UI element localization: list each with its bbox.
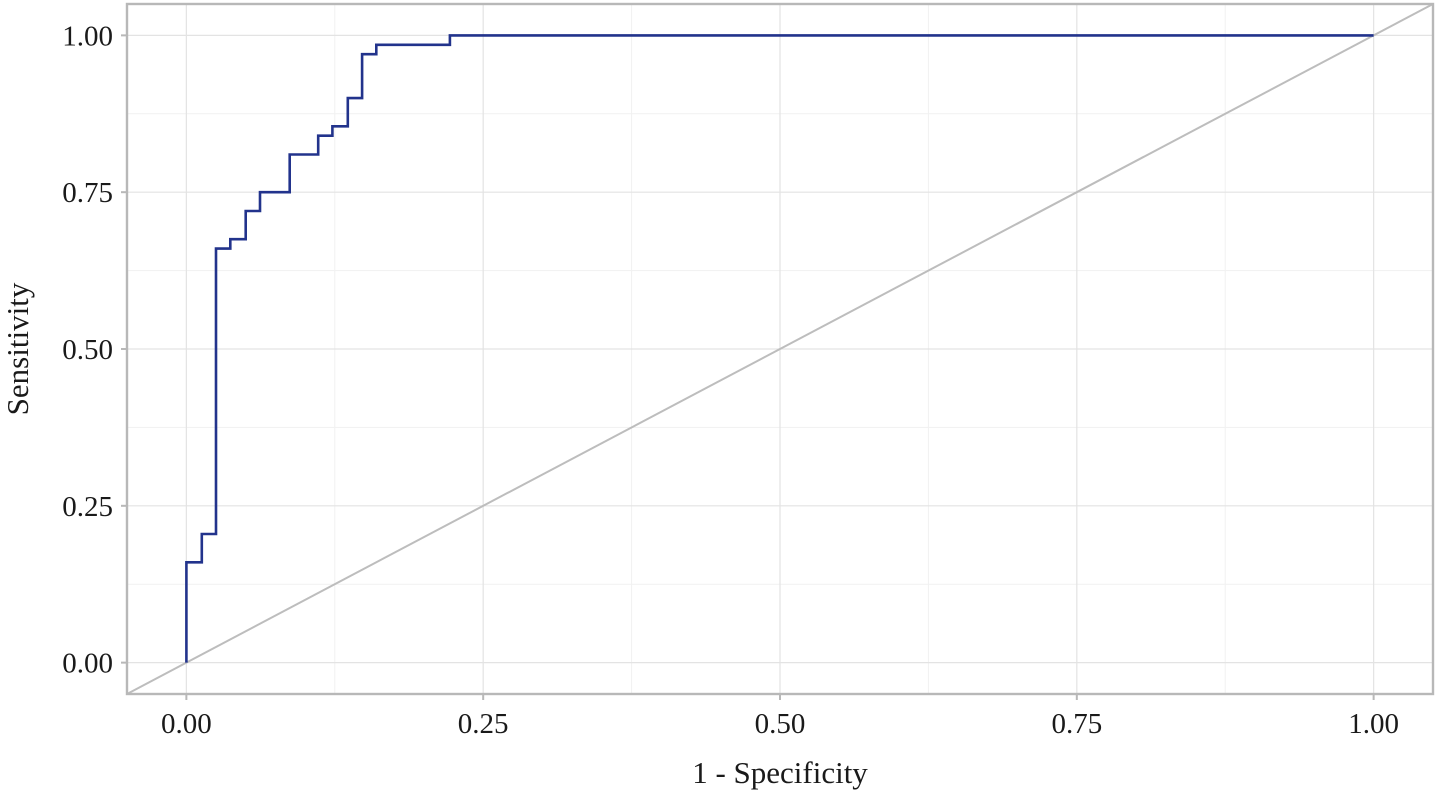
x-axis-ticks: 0.00 0.25 0.50 0.75 1.00 — [161, 694, 1399, 740]
y-tick-label: 0.25 — [62, 491, 113, 523]
reference-diagonal-line — [126, 3, 1434, 695]
roc-curve-line — [185, 34, 1374, 663]
x-tick-label: 1.00 — [1348, 708, 1399, 740]
x-tick-label: 0.75 — [1051, 708, 1102, 740]
y-axis-ticks: 0.00 0.25 0.50 0.75 1.00 — [62, 20, 127, 680]
y-tick-label: 0.75 — [62, 177, 113, 209]
y-tick-label: 0.00 — [62, 648, 113, 680]
x-tick-label: 0.00 — [161, 708, 212, 740]
y-axis-title: Sensitivity — [0, 282, 35, 415]
series-layer — [126, 3, 1434, 695]
x-axis-title: 1 - Specificity — [692, 755, 868, 790]
x-tick-label: 0.50 — [755, 708, 806, 740]
x-tick-label: 0.25 — [458, 708, 509, 740]
y-tick-label: 0.50 — [62, 334, 113, 366]
y-tick-label: 1.00 — [62, 20, 113, 52]
